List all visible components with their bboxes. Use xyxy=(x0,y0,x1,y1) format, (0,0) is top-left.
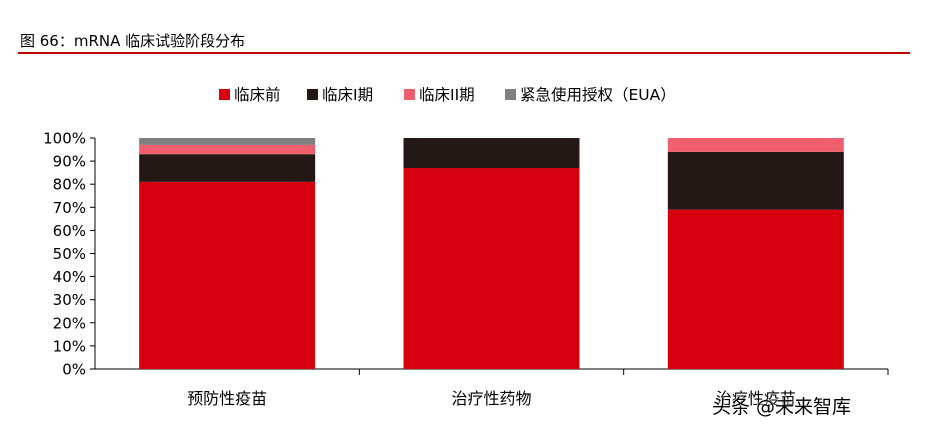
bar-segment-2-2 xyxy=(667,138,844,152)
legend-label: 临床前 xyxy=(234,86,281,104)
y-tick-label: 70% xyxy=(53,199,86,217)
x-tick-label: 预防性疫苗 xyxy=(187,389,267,408)
y-tick-label: 80% xyxy=(53,176,86,194)
legend-swatch xyxy=(404,89,415,100)
legend-label: 临床I期 xyxy=(322,86,373,104)
y-tick-label: 50% xyxy=(53,245,86,263)
bar-segment-0-2 xyxy=(139,144,316,155)
x-tick-label: 治疗性药物 xyxy=(451,389,531,408)
legend-swatch xyxy=(307,89,318,100)
y-tick-label: 40% xyxy=(53,268,86,286)
title-divider xyxy=(18,52,910,54)
legend-swatch xyxy=(505,89,516,100)
y-tick-label: 60% xyxy=(53,222,86,240)
y-tick-label: 10% xyxy=(53,337,86,355)
bar-segment-1-1 xyxy=(403,138,580,169)
y-tick-label: 30% xyxy=(53,291,86,309)
bar-segment-2-1 xyxy=(667,151,844,210)
bar-segment-0-0 xyxy=(139,181,316,369)
legend-label: 临床II期 xyxy=(419,86,475,104)
watermark-text: 头条 @未来智库 xyxy=(712,396,852,418)
legend-label: 紧急使用授权（EUA） xyxy=(520,86,676,104)
bar-segment-2-0 xyxy=(667,209,844,369)
x-tick-label: 治疗性疫苗 xyxy=(716,389,796,408)
y-tick-label: 20% xyxy=(53,314,86,332)
bar-segment-0-1 xyxy=(139,154,316,182)
y-tick-label: 90% xyxy=(53,153,86,171)
bar-segment-0-3 xyxy=(139,138,316,145)
y-tick-label: 0% xyxy=(62,361,86,379)
bar-segment-1-0 xyxy=(403,168,580,369)
legend-swatch xyxy=(219,89,230,100)
y-tick-label: 100% xyxy=(43,130,86,148)
figure-title: 图 66：mRNA 临床试验阶段分布 xyxy=(20,32,246,50)
